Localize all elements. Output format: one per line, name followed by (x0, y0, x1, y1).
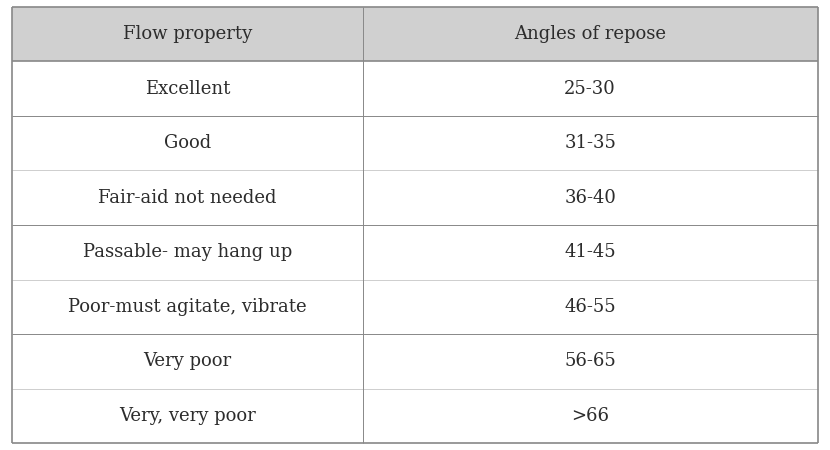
Text: Very poor: Very poor (144, 352, 232, 370)
Text: Fair-aid not needed: Fair-aid not needed (98, 189, 277, 207)
Text: 25-30: 25-30 (564, 80, 616, 98)
Text: Passable- may hang up: Passable- may hang up (83, 243, 292, 261)
Text: Flow property: Flow property (123, 25, 252, 43)
Text: Very, very poor: Very, very poor (120, 407, 256, 425)
Text: Angles of repose: Angles of repose (514, 25, 666, 43)
Text: 46-55: 46-55 (564, 298, 616, 316)
Text: 41-45: 41-45 (564, 243, 616, 261)
Text: 36-40: 36-40 (564, 189, 616, 207)
Text: Poor-must agitate, vibrate: Poor-must agitate, vibrate (68, 298, 307, 316)
Text: Excellent: Excellent (145, 80, 230, 98)
Text: 31-35: 31-35 (564, 134, 616, 152)
Text: 56-65: 56-65 (564, 352, 616, 370)
Text: Good: Good (164, 134, 211, 152)
Text: >66: >66 (571, 407, 609, 425)
